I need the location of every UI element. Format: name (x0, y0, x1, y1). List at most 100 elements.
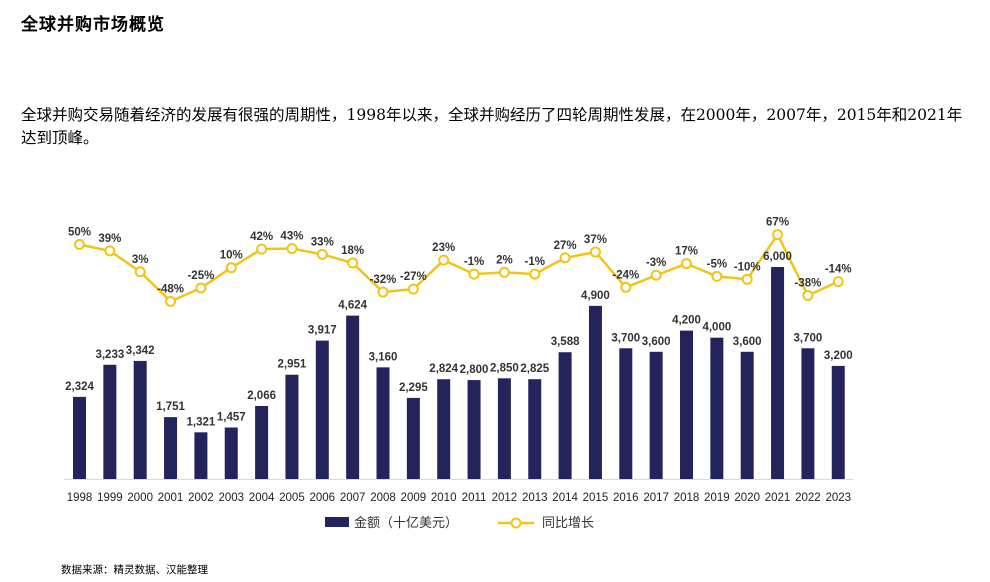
bar-value-label: 2,850 (490, 362, 519, 374)
growth-line-layer (74, 229, 844, 307)
x-tick-label: 2023 (825, 492, 851, 504)
bar-value-label: 3,700 (794, 332, 823, 344)
bar-value-label: 3,342 (126, 345, 155, 357)
growth-point-2005 (286, 243, 298, 255)
bar-value-label: 3,200 (824, 350, 853, 362)
x-tick-label: 2021 (765, 492, 791, 504)
growth-point-2013 (529, 268, 541, 280)
labels-layer: 2,324 1998 3,233 1999 3,342 2000 1,751 2001 1,32… (65, 217, 853, 504)
bar-value-label: 1,751 (156, 401, 185, 413)
bar-value-label: 3,917 (308, 325, 337, 337)
growth-value-label: -10% (734, 261, 761, 273)
bar-2015 (588, 305, 602, 479)
bar-value-label: 4,900 (581, 290, 610, 302)
x-tick-label: 2022 (795, 492, 821, 504)
x-tick-label: 2000 (127, 492, 153, 504)
growth-value-label: -32% (370, 274, 397, 286)
bar-value-label: 3,233 (95, 349, 124, 361)
x-tick-label: 2005 (279, 492, 305, 504)
growth-value-label: 67% (766, 217, 789, 229)
bar-value-label: 1,321 (187, 416, 216, 428)
x-tick-label: 2007 (340, 492, 366, 504)
growth-value-label: 39% (98, 233, 121, 245)
growth-value-label: -1% (525, 256, 545, 268)
x-tick-label: 2004 (249, 492, 275, 504)
bar-value-label: 3,160 (369, 351, 398, 363)
bar-value-label: 2,825 (520, 363, 549, 375)
bar-2001 (164, 417, 178, 479)
growth-value-label: -24% (612, 269, 639, 281)
x-tick-label: 2006 (310, 492, 336, 504)
x-tick-label: 2010 (431, 492, 457, 504)
growth-value-label: 43% (280, 231, 303, 243)
bar-2013 (528, 379, 542, 479)
growth-value-label: 17% (675, 246, 698, 258)
growth-point-2019 (711, 270, 723, 282)
growth-value-label: 42% (250, 231, 273, 243)
bar-value-label: 4,624 (338, 300, 367, 312)
growth-point-2001 (165, 295, 177, 307)
growth-value-label: 3% (132, 254, 149, 266)
growth-value-label: -25% (187, 270, 214, 282)
bar-2006 (315, 340, 329, 479)
bar-value-label: 3,588 (551, 336, 580, 348)
growth-point-2002 (195, 282, 207, 294)
bar-value-label: 3,600 (733, 336, 762, 348)
bar-2017 (649, 351, 663, 479)
bar-value-label: 4,000 (702, 322, 731, 334)
growth-value-label: 2% (496, 254, 513, 266)
x-tick-label: 2011 (462, 492, 487, 504)
growth-point-2009 (407, 283, 419, 295)
x-tick-label: 2020 (734, 492, 760, 504)
bar-2023 (831, 365, 845, 479)
growth-point-2003 (225, 262, 237, 274)
bar-2002 (194, 432, 208, 479)
bar-2020 (740, 351, 754, 479)
bar-2009 (406, 397, 420, 479)
bar-2010 (437, 379, 451, 479)
bar-value-label: 2,824 (429, 363, 458, 375)
growth-value-label: -27% (400, 271, 427, 283)
bar-2012 (497, 378, 511, 479)
growth-value-label: -1% (464, 256, 484, 268)
x-tick-label: 2014 (552, 492, 578, 504)
legend-bar-label: 金额（十亿美元） (354, 515, 458, 531)
bar-2019 (710, 337, 724, 479)
growth-value-label: -48% (157, 283, 184, 295)
growth-point-2016 (620, 281, 632, 293)
growth-value-label: -5% (707, 258, 727, 270)
x-tick-label: 2002 (188, 492, 214, 504)
bar-2016 (619, 348, 633, 479)
bar-value-label: 4,200 (672, 315, 701, 327)
growth-value-label: 33% (311, 236, 334, 248)
growth-value-label: 37% (584, 234, 607, 246)
growth-point-2014 (559, 252, 571, 264)
growth-value-label: -14% (825, 264, 852, 276)
x-tick-label: 2016 (613, 492, 639, 504)
bar-2022 (801, 348, 815, 479)
bar-value-label: 6,000 (763, 251, 792, 263)
growth-point-2015 (589, 246, 601, 258)
growth-point-2008 (377, 286, 389, 298)
bar-2004 (255, 406, 269, 479)
growth-point-1998 (74, 239, 85, 250)
x-tick-label: 1998 (67, 492, 93, 504)
growth-value-label: 18% (341, 245, 364, 257)
bar-2008 (376, 367, 390, 479)
growth-point-2010 (438, 254, 450, 266)
growth-point-2004 (256, 243, 268, 255)
bar-value-label: 3,600 (642, 336, 671, 348)
growth-point-2022 (802, 290, 814, 302)
growth-point-2023 (832, 276, 844, 288)
bar-2018 (680, 330, 693, 479)
x-tick-label: 2015 (583, 492, 609, 504)
bar-2000 (133, 360, 147, 479)
x-tick-label: 2013 (522, 492, 548, 504)
description-text: 全球并购交易随着经济的发展有很强的周期性，1998年以来，全球并购经历了四轮周期… (21, 106, 963, 147)
bar-1999 (103, 364, 117, 479)
growth-point-2021 (772, 229, 784, 241)
bar-2007 (346, 315, 360, 479)
x-tick-label: 2018 (674, 492, 700, 504)
growth-value-label: -3% (646, 257, 666, 269)
